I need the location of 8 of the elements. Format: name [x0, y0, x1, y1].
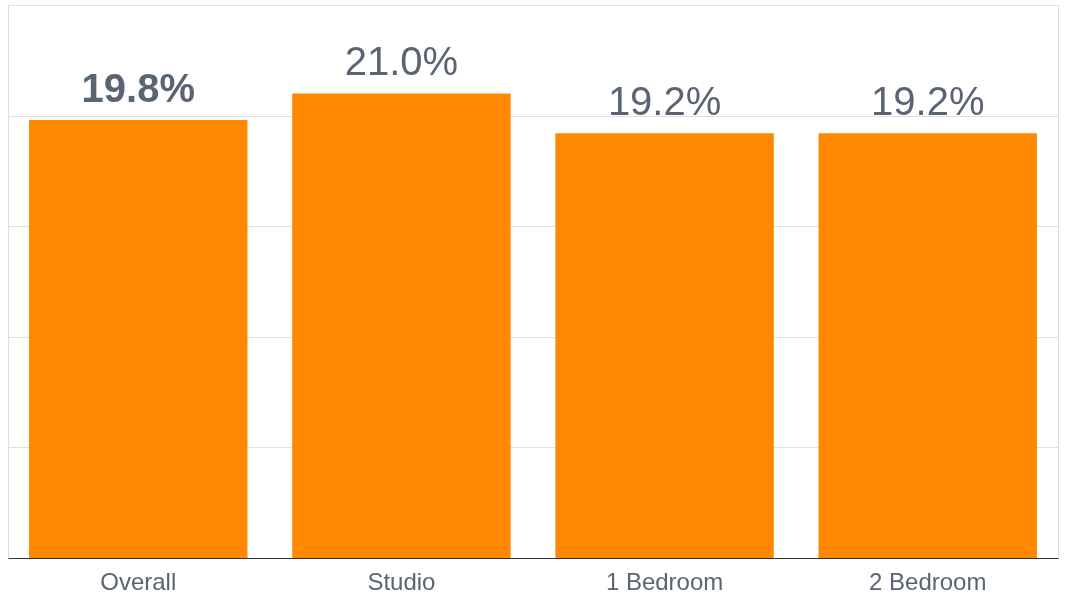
x-tick-label: Studio — [367, 567, 436, 595]
x-tick-label: 2 Bedroom — [869, 567, 987, 595]
data-label: 19.2% — [607, 79, 722, 124]
data-label: 21.0% — [344, 39, 459, 84]
x-tick-label: Overall — [100, 567, 177, 595]
data-label: 19.2% — [871, 79, 985, 124]
data-label: 19.8% — [81, 66, 195, 111]
x-tick-label: 1 Bedroom — [605, 567, 724, 595]
